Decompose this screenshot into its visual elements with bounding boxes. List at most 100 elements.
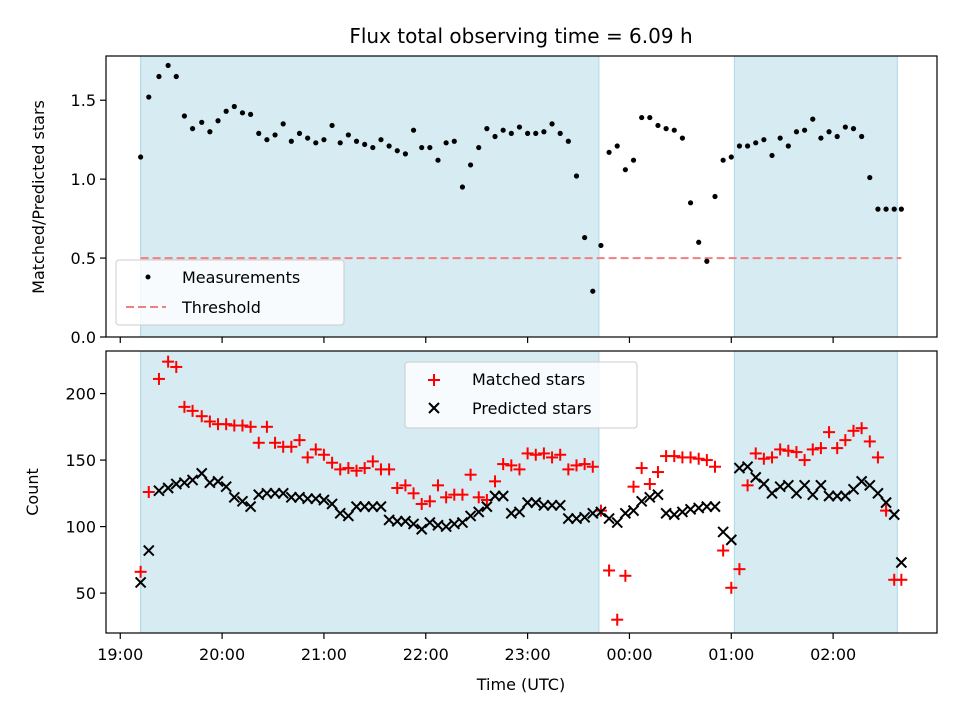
measurement-point: [181, 113, 188, 119]
measurement-point: [207, 129, 213, 135]
predicted-star-point: [562, 512, 575, 525]
predicted-star-point: [807, 488, 819, 501]
predicted-star-point: [603, 512, 615, 525]
top-x-ticks: [119, 337, 834, 343]
matched-star-point: [847, 424, 860, 437]
predicted-star-point: [701, 500, 713, 513]
measurement-point: [704, 258, 710, 264]
matched-star-point: [203, 415, 216, 428]
measurement-point: [516, 124, 523, 130]
top-ytick-label: 0.5: [71, 249, 96, 268]
matched-star-point: [301, 451, 314, 464]
top-legend: Measurements Threshold: [115, 259, 345, 326]
legend-marker-predicted: [428, 402, 440, 414]
top-y-ticks: 0.0 0.5 1.0 1.5: [71, 91, 106, 347]
matched-star-point: [692, 452, 705, 465]
matched-star-point: [578, 458, 591, 471]
matched-star-point: [391, 482, 404, 495]
matched-star-point: [668, 450, 681, 463]
predicted-star-point: [456, 516, 469, 529]
matched-stars-points: [134, 355, 908, 626]
legend-label-matched: Matched stars: [472, 370, 585, 389]
predicted-star-point: [407, 518, 420, 530]
bottom-legend: Matched stars Predicted stars: [404, 361, 638, 429]
matched-star-point: [489, 475, 502, 488]
measurement-point: [305, 135, 311, 141]
matched-star-point: [260, 420, 273, 433]
predicted-star-point: [538, 499, 550, 512]
measurement-point: [533, 130, 539, 136]
measurement-point: [696, 239, 702, 245]
matched-star-point: [782, 444, 795, 457]
xtick-label: 19:00: [97, 645, 143, 664]
measurement-point: [296, 130, 303, 136]
measurement-point: [264, 137, 270, 143]
predicted-star-point: [895, 556, 908, 569]
legend-label-threshold: Threshold: [181, 298, 261, 317]
predicted-star-point: [134, 576, 147, 589]
matched-star-point: [464, 468, 477, 481]
xtick-label: 02:00: [810, 645, 856, 664]
predicted-star-point: [554, 499, 566, 512]
predicted-star-point: [497, 490, 509, 502]
measurement-point: [288, 138, 294, 144]
predicted-star-point: [153, 484, 165, 497]
measurement-point: [590, 288, 596, 294]
matched-star-point: [134, 565, 147, 578]
measurement-point: [370, 144, 376, 151]
predicted-star-point: [815, 479, 827, 492]
matched-star-point: [252, 436, 265, 449]
matched-star-point: [627, 480, 640, 493]
predicted-star-point: [676, 506, 689, 518]
matched-star-point: [766, 451, 779, 464]
matched-star-point: [537, 447, 550, 460]
measurement-point: [802, 127, 808, 133]
measurement-point: [753, 140, 759, 146]
predicted-star-point: [668, 508, 680, 521]
matched-star-point: [440, 491, 453, 504]
matched-star-point: [178, 400, 191, 413]
matched-star-point: [342, 462, 355, 475]
predicted-star-point: [301, 492, 314, 505]
measurement-point: [541, 129, 547, 135]
measurement-point: [557, 130, 563, 136]
predicted-star-point: [481, 500, 493, 513]
matched-star-point: [611, 613, 624, 626]
matched-star-point: [570, 459, 583, 472]
predicted-star-point: [220, 480, 232, 493]
predicted-star-point: [855, 475, 868, 488]
predicted-star-point: [888, 508, 900, 521]
predicted-star-point: [725, 534, 737, 546]
matched-star-point: [895, 573, 908, 586]
matched-star-point: [863, 435, 876, 448]
bottom-ytick-label: 50: [76, 584, 96, 603]
bottom-legend-box: [404, 361, 638, 429]
predicted-star-point: [350, 500, 363, 513]
measurement-point: [492, 133, 498, 140]
matched-star-point: [415, 497, 428, 510]
measurement-point: [199, 119, 205, 125]
measurement-point: [834, 133, 840, 140]
predicted-star-point: [277, 487, 289, 500]
xtick-label: 22:00: [403, 645, 449, 664]
matched-star-point: [871, 451, 884, 464]
predicted-star-point: [415, 523, 428, 535]
measurement-point: [785, 143, 791, 149]
measurement-point: [156, 73, 162, 80]
predicted-star-point: [261, 487, 273, 500]
predicted-star-point: [440, 520, 452, 533]
measurement-point: [883, 206, 889, 212]
measurement-point: [248, 111, 254, 118]
predicted-star-point: [627, 504, 640, 517]
measurement-point: [891, 206, 897, 212]
matched-star-point: [497, 458, 510, 471]
measurement-point: [427, 144, 433, 151]
predicted-star-point: [375, 500, 387, 513]
matched-star-point: [285, 440, 298, 453]
matched-star-point: [456, 488, 469, 501]
predicted-star-point: [750, 471, 762, 484]
bottom-ytick-label: 200: [65, 385, 96, 404]
predicted-star-point: [196, 467, 208, 480]
measurement-point: [321, 137, 327, 143]
